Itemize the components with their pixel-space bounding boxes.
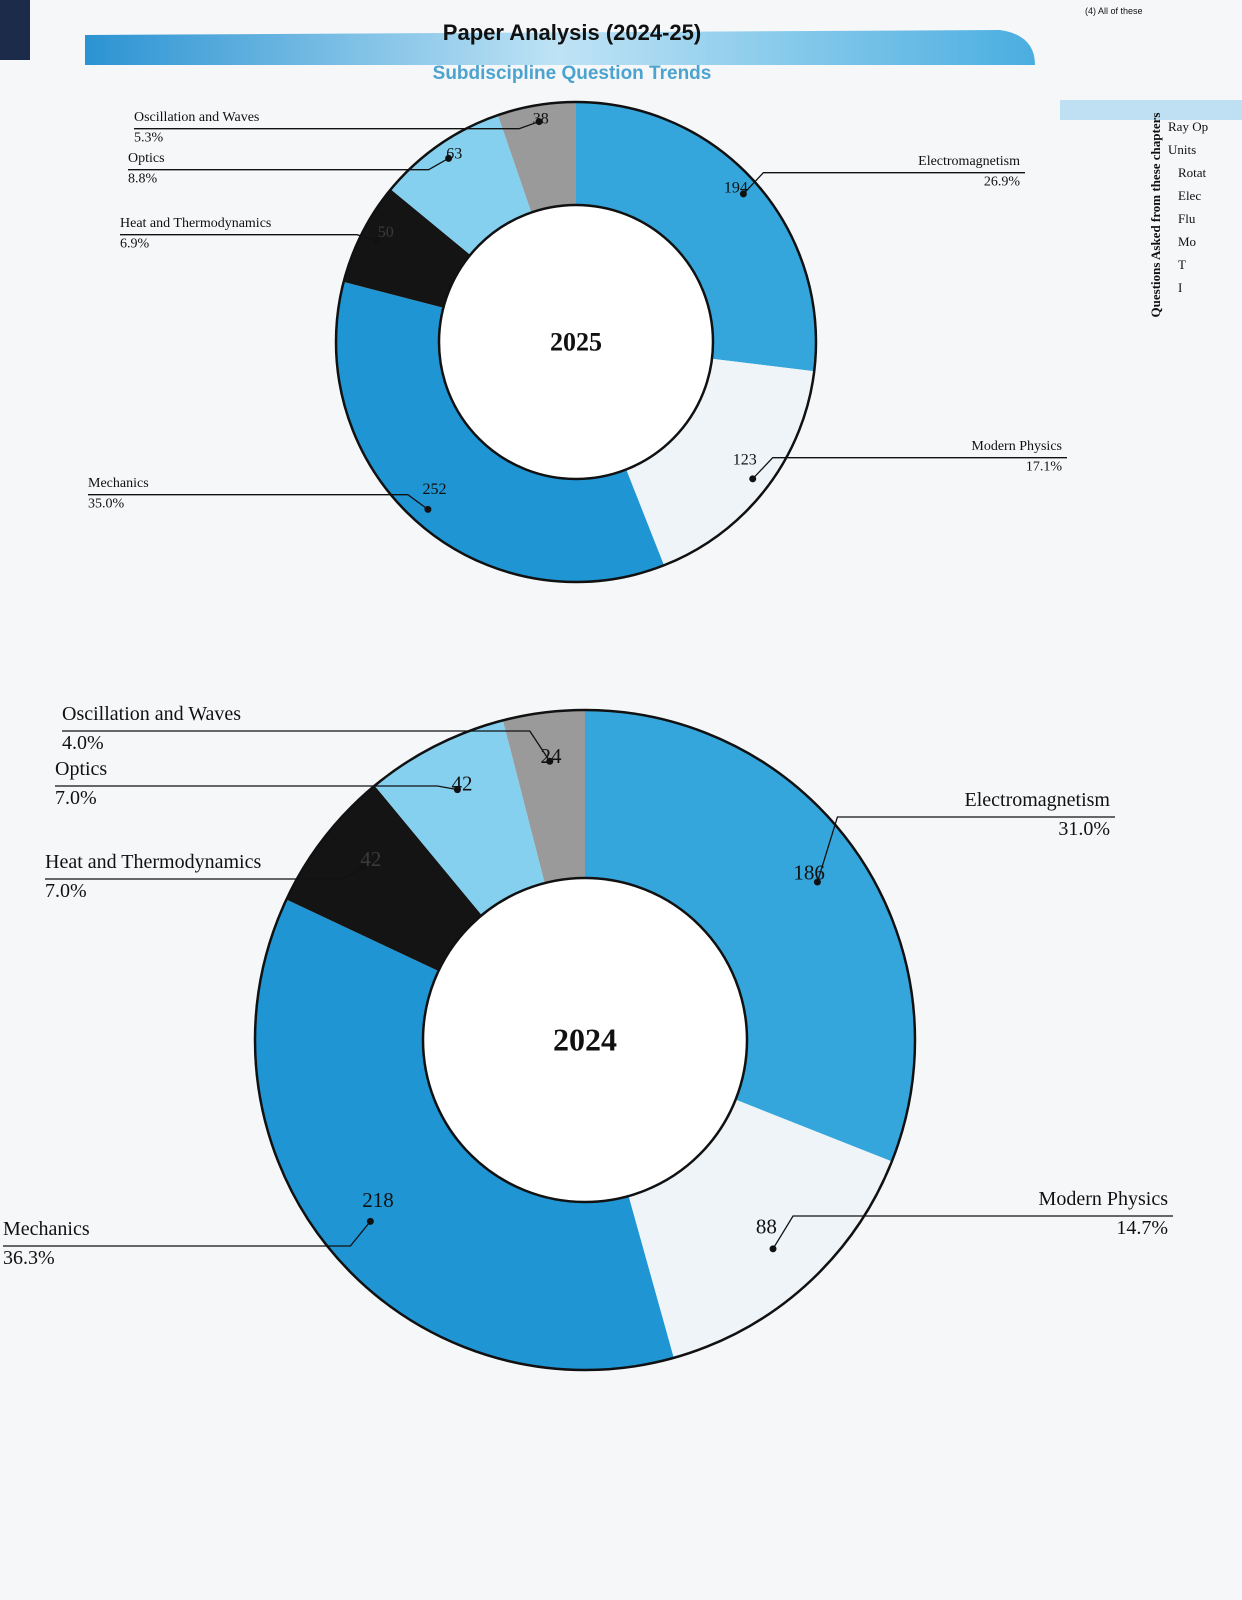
percent-label: 6.9% [120, 236, 150, 251]
percent-label: 35.0% [88, 496, 125, 511]
category-label: Optics [55, 758, 107, 780]
category-label: Electromagnetism [918, 154, 1020, 169]
category-label: Heat and Thermodynamics [120, 216, 271, 231]
side-item: Rotat [1178, 165, 1207, 180]
leader-line [120, 234, 378, 242]
side-item: Units [1168, 142, 1196, 157]
leader-line [128, 157, 449, 171]
percent-label: 5.3% [134, 130, 164, 145]
category-label: Optics [128, 151, 165, 166]
category-label: Heat and Thermodynamics [45, 851, 261, 873]
percent-label: 7.0% [55, 787, 97, 809]
donut-slice [343, 189, 471, 308]
leader-line [3, 1220, 371, 1247]
donut-outline [253, 708, 917, 1372]
value-label: 24 [541, 744, 563, 768]
value-label: 42 [360, 847, 381, 871]
donut-slice [390, 115, 532, 255]
leader-line [742, 172, 1025, 195]
donut-slice [497, 102, 576, 213]
leader-line [816, 816, 1115, 883]
percent-label: 36.3% [3, 1247, 55, 1269]
leader-line [772, 1215, 1173, 1250]
percent-label: 31.0% [1058, 818, 1110, 840]
side-item: Mo [1178, 234, 1196, 249]
value-label: 88 [756, 1214, 777, 1238]
category-label: Modern Physics [971, 439, 1062, 454]
page-subtitle: Subdiscipline Question Trends [433, 63, 712, 84]
donut-slice [336, 281, 664, 582]
percent-label: 4.0% [62, 732, 104, 754]
leader-line [45, 867, 364, 880]
percent-label: 17.1% [1026, 459, 1063, 474]
value-label: 42 [451, 772, 472, 796]
percent-label: 26.9% [984, 174, 1021, 189]
title-band [85, 30, 1035, 65]
leader-line [55, 785, 458, 791]
category-label: Mechanics [88, 476, 149, 491]
percent-label: 7.0% [45, 880, 87, 902]
donut-slice [576, 102, 816, 372]
value-label: 218 [362, 1188, 394, 1212]
donut-slice [626, 358, 815, 566]
value-label: 50 [378, 224, 394, 241]
page-edge [0, 0, 30, 60]
center-label: 2025 [550, 328, 602, 357]
side-item: Ray Op [1168, 119, 1208, 134]
donut-slice [255, 899, 674, 1370]
side-item: Flu [1178, 211, 1196, 226]
donut-outline [334, 100, 818, 584]
donut-hole-outline [421, 876, 749, 1204]
category-label: Modern Physics [1039, 1188, 1169, 1210]
donut-slice [502, 710, 585, 884]
category-label: Electromagnetism [964, 789, 1110, 811]
side-heading: Questions Asked from these chapters [1148, 113, 1163, 318]
donut-slice [286, 785, 482, 972]
page-title: Paper Analysis (2024-25) [443, 20, 701, 45]
center-label: 2024 [553, 1022, 617, 1058]
side-item: I [1178, 280, 1182, 295]
value-label: 252 [423, 481, 447, 498]
percent-label: 14.7% [1116, 1217, 1168, 1239]
category-label: Mechanics [3, 1218, 90, 1240]
side-item: Elec [1178, 188, 1201, 203]
donut-hole-outline [437, 203, 715, 481]
percent-label: 8.8% [128, 171, 158, 186]
leader-line [752, 457, 1067, 480]
side-note: (4) All of these [1085, 6, 1143, 16]
side-bar [1060, 100, 1242, 120]
category-label: Oscillation and Waves [134, 110, 259, 125]
leader-line [62, 730, 551, 762]
donut-slice [374, 720, 545, 916]
side-item: T [1178, 257, 1186, 272]
donut-slice [628, 1099, 892, 1358]
leader-line [88, 494, 429, 510]
leader-line [134, 120, 540, 130]
category-label: Oscillation and Waves [62, 703, 241, 725]
value-label: 123 [733, 452, 757, 469]
